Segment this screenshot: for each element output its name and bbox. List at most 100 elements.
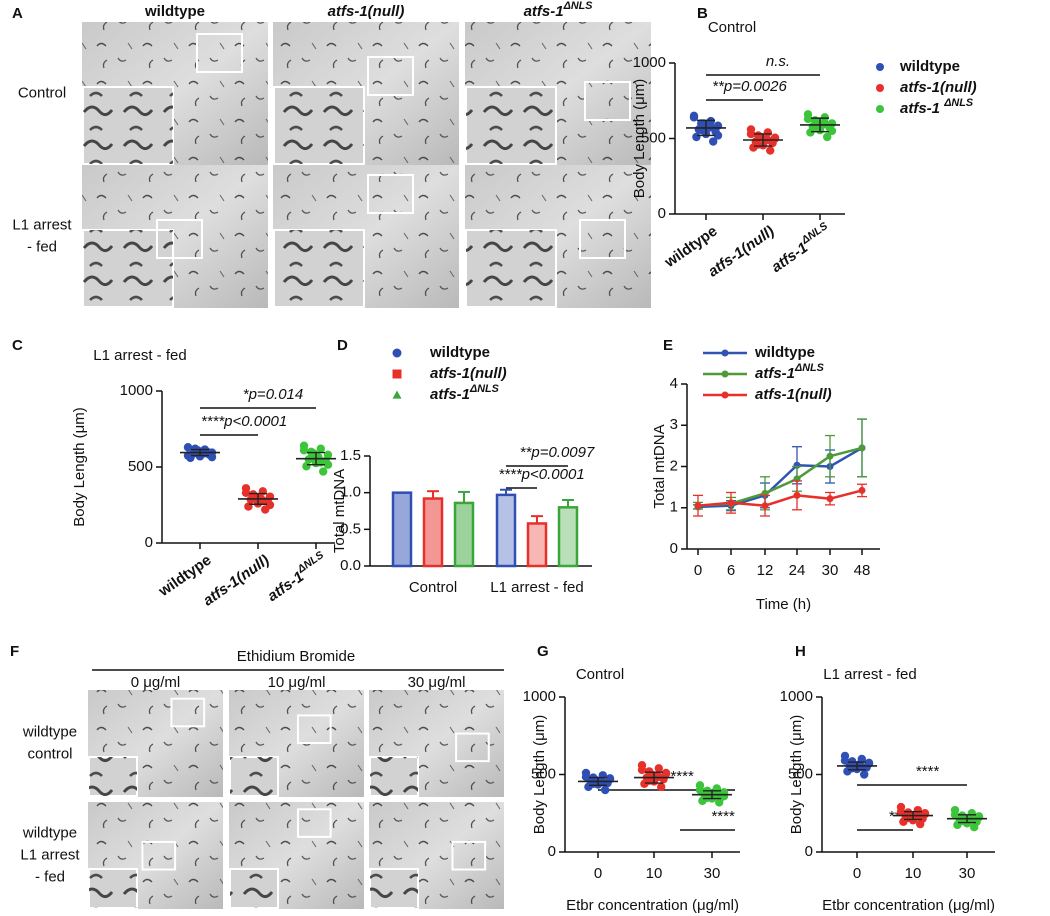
significance-label: ****p<0.0001 xyxy=(498,466,584,483)
significance-label: *p=0.014 xyxy=(243,386,303,403)
significance-label: **p=0.0026 xyxy=(712,78,787,95)
data-point xyxy=(654,764,663,773)
column-label: 30 μg/ml xyxy=(408,674,466,691)
row-label: - fed xyxy=(27,238,57,255)
x-tick-label: 30 xyxy=(959,865,976,882)
data-point xyxy=(840,756,850,765)
zoom-box xyxy=(156,219,203,259)
y-tick-label: 3 xyxy=(670,416,678,433)
data-point xyxy=(823,132,832,142)
data-point xyxy=(770,134,780,143)
y-axis-label: Body Length (μm) xyxy=(631,79,648,199)
bar xyxy=(391,491,413,568)
panel-letter: B xyxy=(697,5,708,22)
data-point xyxy=(258,496,267,505)
legend-label: wildtype xyxy=(754,344,815,361)
data-point xyxy=(601,785,610,795)
data-point xyxy=(715,798,724,807)
zoom-box xyxy=(296,808,332,838)
x-tick-label: 24 xyxy=(789,562,806,579)
data-point xyxy=(896,807,906,816)
row-label: L1 arrest xyxy=(20,846,80,863)
significance-label: **p=0.0097 xyxy=(520,444,595,461)
data-point xyxy=(860,770,869,779)
panel-letter: D xyxy=(337,337,348,354)
data-point xyxy=(694,502,702,510)
data-point xyxy=(719,792,729,801)
data-point xyxy=(858,444,866,452)
legend-label: atfs-1ΔNLS xyxy=(430,383,500,403)
data-point xyxy=(916,819,925,829)
y-tick-label: 500 xyxy=(531,765,556,782)
y-tick-label: 0 xyxy=(805,843,813,860)
inset-worms xyxy=(83,230,173,307)
zoom-box xyxy=(451,840,487,871)
x-tick-label: 0 xyxy=(594,865,602,882)
legend-label: wildtype xyxy=(429,344,490,361)
data-point xyxy=(695,785,705,795)
data-point xyxy=(766,146,775,155)
significance-label: **** xyxy=(915,763,940,780)
inset-worms xyxy=(466,230,556,307)
zoom-box xyxy=(296,714,332,744)
data-point xyxy=(820,119,829,128)
data-point xyxy=(323,460,333,469)
x-tick-label: 48 xyxy=(854,562,871,579)
series-line xyxy=(697,446,863,509)
data-point xyxy=(265,500,275,510)
panel-letter: A xyxy=(12,5,23,22)
inset-worms xyxy=(274,87,364,164)
legend-marker xyxy=(392,369,402,379)
x-axis-label: Etbr concentration (μg/ml) xyxy=(566,897,739,914)
bar xyxy=(453,501,475,568)
data-point xyxy=(703,793,712,802)
y-axis-label: Body Length (μm) xyxy=(531,715,548,835)
data-point xyxy=(709,137,718,146)
data-point xyxy=(661,768,671,778)
y-tick-label: 0 xyxy=(670,540,678,557)
y-tick-label: 1.0 xyxy=(340,484,361,501)
data-point xyxy=(299,446,309,455)
inset-worms xyxy=(370,757,418,796)
data-point xyxy=(183,451,193,460)
data-point xyxy=(713,131,723,140)
zoom-box xyxy=(196,33,243,73)
data-point xyxy=(950,810,960,819)
panel-letter: G xyxy=(537,643,549,660)
data-point xyxy=(706,116,715,126)
legend-label: atfs-1 ΔNLS xyxy=(900,97,974,117)
inset-worms xyxy=(370,869,418,908)
row-label: L1 arrest xyxy=(12,216,72,233)
superscript: ΔNLS xyxy=(469,383,500,395)
x-tick-label: 12 xyxy=(757,562,774,579)
legend-marker xyxy=(876,84,884,92)
x-tick-label: 10 xyxy=(646,865,663,882)
data-point xyxy=(581,772,591,782)
data-point xyxy=(689,111,699,121)
y-axis-label: Body Length (μm) xyxy=(788,715,805,835)
bar xyxy=(495,493,517,568)
legend-marker xyxy=(721,391,729,399)
data-point xyxy=(746,129,756,139)
x-axis-label: Time (h) xyxy=(756,596,811,613)
x-tick-label: atfs-1ΔNLS xyxy=(263,549,332,605)
row-label: wildtype xyxy=(22,723,77,740)
column-label: wildtype xyxy=(144,3,205,20)
data-point xyxy=(803,114,813,124)
data-point xyxy=(657,782,666,792)
x-axis-label: Etbr concentration (μg/ml) xyxy=(822,897,995,914)
y-tick-label: 0 xyxy=(658,205,666,222)
column-label: 10 μg/ml xyxy=(268,674,326,691)
inset-worms xyxy=(274,230,364,307)
legend-marker xyxy=(876,63,884,71)
y-tick-label: 0.5 xyxy=(340,520,361,537)
row-label: control xyxy=(27,745,72,762)
legend-label: atfs-1(null) xyxy=(430,365,507,382)
legend-label: atfs-1(null) xyxy=(900,79,977,96)
y-axis-label: Total mtDNA xyxy=(651,424,668,508)
superscript: ΔNLS xyxy=(943,97,974,109)
data-point xyxy=(754,140,763,149)
data-point xyxy=(241,488,251,498)
superscript: ΔNLS xyxy=(799,220,831,247)
x-tick-label: L1 arrest - fed xyxy=(490,579,583,596)
